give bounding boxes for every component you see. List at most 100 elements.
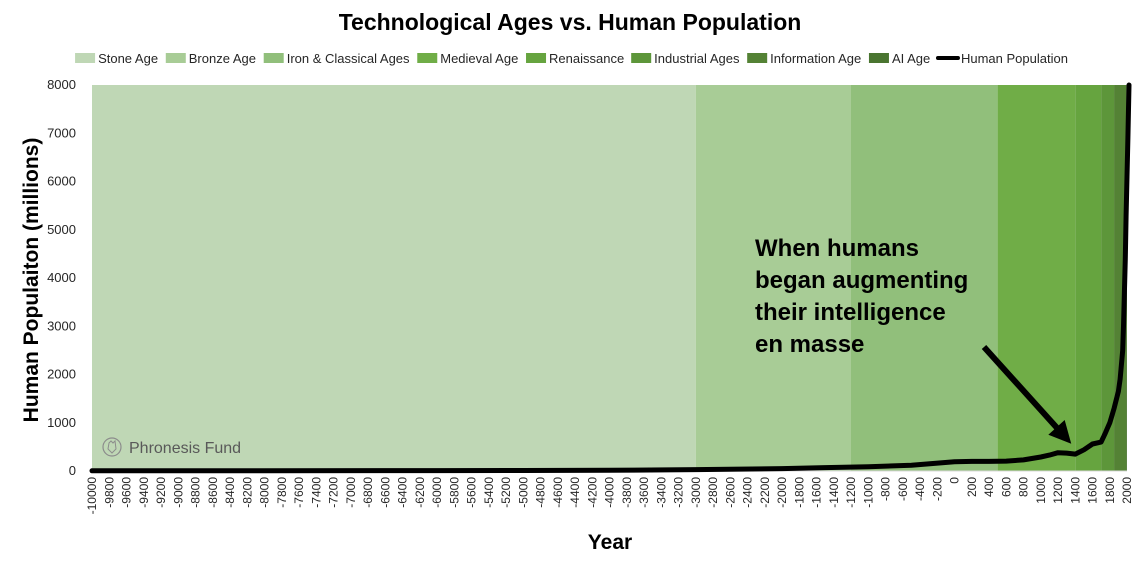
legend-label-4: Renaissance	[549, 51, 624, 66]
x-tick-label: -4200	[585, 477, 599, 508]
annotation-line: began augmenting	[755, 267, 968, 294]
x-tick-label: -5600	[465, 477, 479, 508]
annotation-arrow-shaft	[981, 344, 1065, 436]
x-tick-label: -5200	[499, 477, 513, 508]
legend: Stone Age Bronze Age Iron & Classical Ages…	[75, 51, 1068, 66]
watermark: Phronesis Fund	[102, 437, 241, 457]
annotation-arrow-head	[1048, 419, 1072, 444]
x-tick-label: -3200	[672, 477, 686, 508]
legend-swatch-1	[165, 53, 186, 63]
legend-label-6: Information Age	[770, 51, 861, 66]
y-tick-label: 4000	[47, 270, 76, 285]
y-tick-label: 3000	[47, 318, 76, 333]
x-tick-label: -9800	[102, 477, 116, 508]
population-series	[89, 82, 1132, 474]
x-tick-label: -7000	[344, 477, 358, 508]
annotation: When humans began augmenting their intelli…	[755, 235, 1072, 444]
legend-swatch-7	[868, 53, 889, 63]
y-tick-label: 0	[69, 463, 76, 478]
x-tick-label: -7200	[327, 477, 341, 508]
x-tick-label: -3600	[637, 477, 651, 508]
y-tick-label: 1000	[47, 415, 76, 430]
chart-title: Technological Ages vs. Human Population	[339, 9, 802, 35]
y-axis: 0 1000 2000 3000 4000 5000 6000 7000 8000	[47, 77, 76, 478]
x-tick-label: -10000	[85, 477, 99, 515]
y-tick-label: 5000	[47, 222, 76, 237]
x-tick-label: 1600	[1086, 477, 1100, 504]
age-band-0	[92, 85, 696, 471]
x-tick-label: 800	[1017, 477, 1031, 497]
x-tick-label: -600	[896, 477, 910, 501]
legend-label-1: Bronze Age	[189, 51, 256, 66]
legend-label-7: AI Age	[892, 51, 930, 66]
x-tick-label: -6400	[396, 477, 410, 508]
x-tick-label: -400	[913, 477, 927, 501]
x-tick-label: -6800	[361, 477, 375, 508]
legend-label-0: Stone Age	[98, 51, 158, 66]
legend-swatch-2	[263, 53, 284, 63]
x-tick-label: -2400	[741, 477, 755, 508]
x-tick-label: -7600	[292, 477, 306, 508]
y-tick-label: 7000	[47, 125, 76, 140]
watermark-text: Phronesis Fund	[129, 440, 241, 457]
legend-swatch-0	[75, 53, 96, 63]
x-tick-label: -7400	[309, 477, 323, 508]
age-band-4	[1075, 85, 1102, 471]
x-tick-label: 0	[948, 477, 962, 484]
y-tick-label: 8000	[47, 77, 76, 92]
x-tick-label: -8000	[258, 477, 272, 508]
x-tick-label: 400	[982, 477, 996, 497]
x-tick-label: -6600	[378, 477, 392, 508]
legend-swatch-6	[747, 53, 768, 63]
x-tick-label: -4600	[551, 477, 565, 508]
x-tick-label: -4000	[603, 477, 617, 508]
x-tick-label: -8600	[206, 477, 220, 508]
x-tick-label: -1600	[810, 477, 824, 508]
x-tick-label: -9200	[154, 477, 168, 508]
legend-label-5: Industrial Ages	[654, 51, 740, 66]
y-tick-label: 2000	[47, 367, 76, 382]
x-tick-label: -2600	[723, 477, 737, 508]
legend-swatch-5	[631, 53, 652, 63]
x-tick-label: -2200	[758, 477, 772, 508]
x-tick-label: -3000	[689, 477, 703, 508]
x-tick-label: 1800	[1103, 477, 1117, 504]
x-tick-label: -200	[930, 477, 944, 501]
age-bands	[92, 85, 1127, 471]
x-tick-label: -4400	[568, 477, 582, 508]
x-tick-label: -6000	[430, 477, 444, 508]
x-tick-label: -1000	[861, 477, 875, 508]
x-tick-label: -1400	[827, 477, 841, 508]
age-band-5	[1101, 85, 1115, 471]
x-tick-label: -9400	[137, 477, 151, 508]
annotation-line: their intelligence	[755, 299, 946, 326]
x-tick-label: -7800	[275, 477, 289, 508]
x-tick-label: -6200	[413, 477, 427, 508]
x-tick-label: 600	[999, 477, 1013, 497]
x-tick-label: -3800	[620, 477, 634, 508]
x-axis: -10000 -9800 -9600 -9400 -9200 -9000 -8800 -860…	[85, 470, 1134, 515]
x-tick-label: 1400	[1068, 477, 1082, 504]
series-line-0	[89, 82, 1132, 474]
x-tick-label: 1200	[1051, 477, 1065, 504]
x-tick-label: -3400	[654, 477, 668, 508]
x-tick-label: -9600	[120, 477, 134, 508]
x-tick-label: -1800	[792, 477, 806, 508]
age-band-3	[997, 85, 1076, 471]
legend-label-8: Human Population	[961, 51, 1068, 66]
legend-label-2: Iron & Classical Ages	[287, 51, 410, 66]
x-tick-label: -1200	[844, 477, 858, 508]
x-tick-label: -4800	[534, 477, 548, 508]
x-tick-label: -800	[879, 477, 893, 501]
x-tick-label: -8200	[240, 477, 254, 508]
x-tick-label: -2800	[706, 477, 720, 508]
annotation-line: en masse	[755, 331, 864, 358]
x-tick-label: -5000	[516, 477, 530, 508]
x-tick-label: -8800	[189, 477, 203, 508]
x-axis-title: Year	[588, 531, 632, 554]
annotation-text: When humans began augmenting their intelli…	[755, 235, 968, 358]
x-tick-label: 200	[965, 477, 979, 497]
legend-swatch-4	[526, 53, 547, 63]
x-tick-label: -5400	[482, 477, 496, 508]
